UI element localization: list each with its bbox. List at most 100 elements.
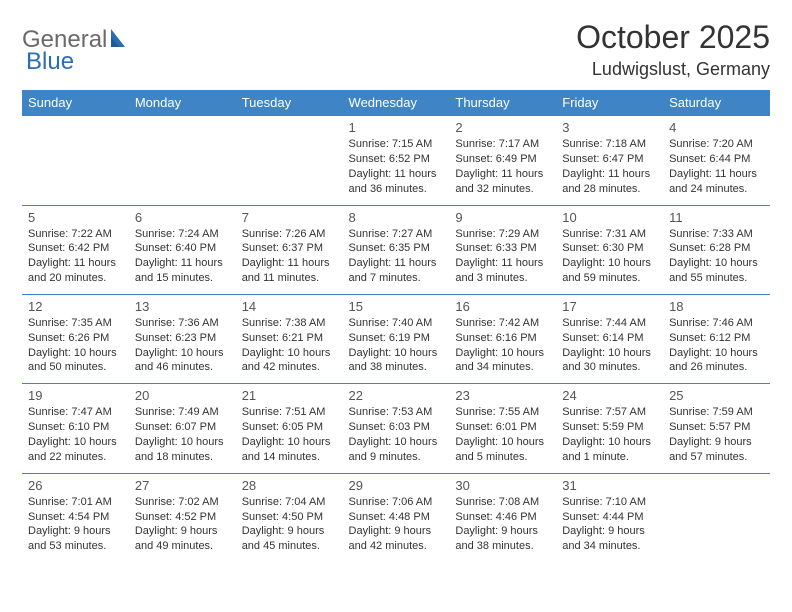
day-info: Sunrise: 7:40 AMSunset: 6:19 PMDaylight:… (349, 316, 444, 375)
day-info: Sunrise: 7:53 AMSunset: 6:03 PMDaylight:… (349, 405, 444, 464)
daylight-line: Daylight: 11 hours and 20 minutes. (28, 256, 123, 286)
calendar-header-row: SundayMondayTuesdayWednesdayThursdayFrid… (22, 90, 770, 116)
day-number: 15 (349, 299, 444, 314)
sunrise-line: Sunrise: 7:55 AM (455, 405, 550, 420)
daylight-line: Daylight: 9 hours and 49 minutes. (135, 524, 230, 554)
day-number: 4 (669, 120, 764, 135)
daylight-line: Daylight: 10 hours and 26 minutes. (669, 346, 764, 376)
day-info: Sunrise: 7:47 AMSunset: 6:10 PMDaylight:… (28, 405, 123, 464)
sunset-line: Sunset: 6:21 PM (242, 331, 337, 346)
sunrise-line: Sunrise: 7:15 AM (349, 137, 444, 152)
sunrise-line: Sunrise: 7:57 AM (562, 405, 657, 420)
sunset-line: Sunset: 4:46 PM (455, 510, 550, 525)
calendar-day-cell: 15 Sunrise: 7:40 AMSunset: 6:19 PMDayligh… (343, 294, 450, 383)
sunrise-line: Sunrise: 7:42 AM (455, 316, 550, 331)
sunrise-line: Sunrise: 7:31 AM (562, 227, 657, 242)
daylight-line: Daylight: 10 hours and 42 minutes. (242, 346, 337, 376)
day-header: Wednesday (343, 90, 450, 116)
daylight-line: Daylight: 9 hours and 34 minutes. (562, 524, 657, 554)
daylight-line: Daylight: 9 hours and 42 minutes. (349, 524, 444, 554)
sunrise-line: Sunrise: 7:51 AM (242, 405, 337, 420)
sunset-line: Sunset: 4:44 PM (562, 510, 657, 525)
day-header: Sunday (22, 90, 129, 116)
day-info: Sunrise: 7:10 AMSunset: 4:44 PMDaylight:… (562, 495, 657, 554)
calendar-table: SundayMondayTuesdayWednesdayThursdayFrid… (22, 90, 770, 562)
day-number: 20 (135, 388, 230, 403)
day-number: 18 (669, 299, 764, 314)
daylight-line: Daylight: 11 hours and 28 minutes. (562, 167, 657, 197)
calendar-body: 1Sunrise: 7:15 AMSunset: 6:52 PMDaylight… (22, 116, 770, 562)
sunrise-line: Sunrise: 7:44 AM (562, 316, 657, 331)
calendar-day-cell (663, 473, 770, 562)
daylight-line: Daylight: 11 hours and 32 minutes. (455, 167, 550, 197)
calendar-day-cell: 28Sunrise: 7:04 AMSunset: 4:50 PMDayligh… (236, 473, 343, 562)
daylight-line: Daylight: 10 hours and 9 minutes. (349, 435, 444, 465)
daylight-line: Daylight: 9 hours and 53 minutes. (28, 524, 123, 554)
calendar-day-cell: 26 Sunrise: 7:01 AMSunset: 4:54 PMDayligh… (22, 473, 129, 562)
sunset-line: Sunset: 6:01 PM (455, 420, 550, 435)
daylight-line: Daylight: 9 hours and 38 minutes. (455, 524, 550, 554)
day-info: Sunrise: 7:29 AMSunset: 6:33 PMDaylight:… (455, 227, 550, 286)
day-number: 17 (562, 299, 657, 314)
day-info: Sunrise: 7:02 AMSunset: 4:52 PMDaylight:… (135, 495, 230, 554)
calendar-day-cell: 22Sunrise: 7:53 AMSunset: 6:03 PMDayligh… (343, 384, 450, 473)
sunrise-line: Sunrise: 7:20 AM (669, 137, 764, 152)
calendar-day-cell (22, 116, 129, 205)
sunset-line: Sunset: 4:52 PM (135, 510, 230, 525)
day-number: 26 (28, 478, 123, 493)
daylight-line: Daylight: 9 hours and 45 minutes. (242, 524, 337, 554)
sunrise-line: Sunrise: 7:18 AM (562, 137, 657, 152)
daylight-line: Daylight: 11 hours and 24 minutes. (669, 167, 764, 197)
day-header: Thursday (449, 90, 556, 116)
day-number: 11 (669, 210, 764, 225)
sunset-line: Sunset: 6:40 PM (135, 241, 230, 256)
daylight-line: Daylight: 9 hours and 57 minutes. (669, 435, 764, 465)
daylight-line: Daylight: 10 hours and 34 minutes. (455, 346, 550, 376)
calendar-day-cell: 13Sunrise: 7:36 AMSunset: 6:23 PMDayligh… (129, 294, 236, 383)
sunset-line: Sunset: 6:07 PM (135, 420, 230, 435)
daylight-line: Daylight: 11 hours and 15 minutes. (135, 256, 230, 286)
sunrise-line: Sunrise: 7:38 AM (242, 316, 337, 331)
calendar-day-cell: 14Sunrise: 7:38 AMSunset: 6:21 PMDayligh… (236, 294, 343, 383)
sunrise-line: Sunrise: 7:06 AM (349, 495, 444, 510)
calendar-day-cell: 29Sunrise: 7:06 AMSunset: 4:48 PMDayligh… (343, 473, 450, 562)
day-number: 28 (242, 478, 337, 493)
day-number: 19 (28, 388, 123, 403)
day-info: Sunrise: 7:01 AMSunset: 4:54 PMDaylight:… (28, 495, 123, 554)
day-header: Monday (129, 90, 236, 116)
sunrise-line: Sunrise: 7:59 AM (669, 405, 764, 420)
sunset-line: Sunset: 6:03 PM (349, 420, 444, 435)
day-info: Sunrise: 7:46 AMSunset: 6:12 PMDaylight:… (669, 316, 764, 375)
sunset-line: Sunset: 4:48 PM (349, 510, 444, 525)
sunrise-line: Sunrise: 7:40 AM (349, 316, 444, 331)
daylight-line: Daylight: 10 hours and 18 minutes. (135, 435, 230, 465)
sunset-line: Sunset: 6:37 PM (242, 241, 337, 256)
sunrise-line: Sunrise: 7:02 AM (135, 495, 230, 510)
day-info: Sunrise: 7:55 AMSunset: 6:01 PMDaylight:… (455, 405, 550, 464)
calendar-day-cell: 12Sunrise: 7:35 AMSunset: 6:26 PMDayligh… (22, 294, 129, 383)
calendar-day-cell: 18 Sunrise: 7:46 AMSunset: 6:12 PMDayligh… (663, 294, 770, 383)
sunset-line: Sunset: 6:49 PM (455, 152, 550, 167)
calendar-week-row: 5Sunrise: 7:22 AMSunset: 6:42 PMDaylight… (22, 205, 770, 294)
day-header: Friday (556, 90, 663, 116)
day-info: Sunrise: 7:06 AMSunset: 4:48 PMDaylight:… (349, 495, 444, 554)
day-number: 31 (562, 478, 657, 493)
sunrise-line: Sunrise: 7:46 AM (669, 316, 764, 331)
day-number: 25 (669, 388, 764, 403)
calendar-day-cell: 5Sunrise: 7:22 AMSunset: 6:42 PMDaylight… (22, 205, 129, 294)
calendar-day-cell: 24Sunrise: 7:57 AMSunset: 5:59 PMDayligh… (556, 384, 663, 473)
sunset-line: Sunset: 6:33 PM (455, 241, 550, 256)
day-header: Saturday (663, 90, 770, 116)
sunset-line: Sunset: 6:16 PM (455, 331, 550, 346)
calendar-week-row: 26 Sunrise: 7:01 AMSunset: 4:54 PMDayligh… (22, 473, 770, 562)
day-info: Sunrise: 7:20 AMSunset: 6:44 PMDaylight:… (669, 137, 764, 196)
calendar-day-cell: 31 Sunrise: 7:10 AMSunset: 4:44 PMDayligh… (556, 473, 663, 562)
sunrise-line: Sunrise: 7:17 AM (455, 137, 550, 152)
sunrise-line: Sunrise: 7:29 AM (455, 227, 550, 242)
day-header: Tuesday (236, 90, 343, 116)
sunrise-line: Sunrise: 7:27 AM (349, 227, 444, 242)
sunset-line: Sunset: 4:54 PM (28, 510, 123, 525)
calendar-day-cell: 17Sunrise: 7:44 AMSunset: 6:14 PMDayligh… (556, 294, 663, 383)
sunset-line: Sunset: 6:52 PM (349, 152, 444, 167)
calendar-week-row: 19 Sunrise: 7:47 AMSunset: 6:10 PMDayligh… (22, 384, 770, 473)
